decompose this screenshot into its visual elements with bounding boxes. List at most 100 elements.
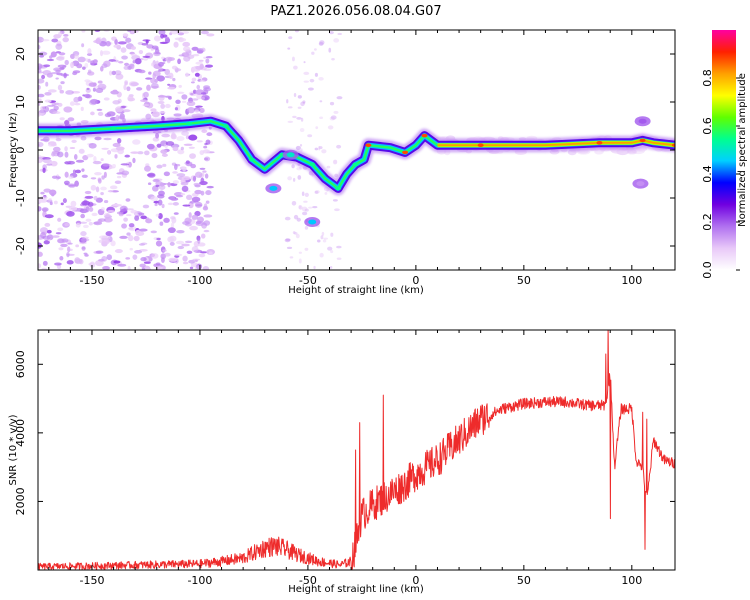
spectrogram-noise-speck: [79, 241, 87, 245]
spectrogram-noise-speck: [303, 61, 306, 64]
spectrogram-noise-speck: [168, 257, 178, 262]
spectrogram-noise-speck: [321, 149, 327, 154]
spectrogram-noise-speck: [70, 200, 77, 208]
spectrogram-hotspot: [421, 133, 428, 138]
spectrogram-noise-speck: [97, 80, 103, 84]
spectrogram-noise-speck: [185, 72, 189, 77]
spectrogram-hotspot: [248, 157, 255, 162]
spectrogram-noise-speck: [173, 212, 179, 215]
spectrogram-noise-speck: [314, 190, 319, 194]
spectrogram-y-tick-label: -20: [14, 237, 27, 255]
spectrogram-noise-speck: [330, 232, 334, 237]
spectrogram-noise-speck: [56, 176, 61, 180]
spectrogram-noise-speck: [38, 101, 41, 106]
spectrogram-noise-speck: [79, 221, 88, 224]
spectrogram-noise-speck: [38, 71, 44, 74]
spectrogram-noise-speck: [110, 240, 116, 247]
spectrogram-noise-speck: [52, 146, 61, 152]
snr-line: [38, 330, 675, 570]
spectrogram-noise-speck: [103, 213, 111, 218]
spectrogram-noise-speck: [291, 164, 295, 169]
spectrogram-noise-speck: [128, 223, 135, 228]
spectrogram-noise-speck: [114, 39, 118, 46]
spectrogram-noise-speck: [151, 253, 159, 259]
spectrogram-noise-speck: [60, 81, 65, 85]
spectrogram-noise-speck: [200, 233, 206, 239]
spectrogram-noise-speck: [38, 141, 44, 148]
spectrogram-y-tick-label: 20: [14, 47, 27, 61]
spectrogram-noise-speck: [150, 82, 159, 89]
spectrogram-noise-speck: [101, 147, 109, 150]
spectrogram-noise-speck: [78, 148, 85, 154]
spectrogram-noise-speck: [205, 139, 211, 145]
spectrogram-noise-speck: [159, 41, 169, 44]
spectrogram-noise-speck: [181, 243, 190, 247]
spectrogram-noise-speck: [81, 168, 85, 172]
snr-x-axis-title: Height of straight line (km): [288, 584, 424, 595]
spectrogram-noise-speck: [303, 71, 310, 75]
spectrogram-noise-speck: [194, 171, 203, 178]
spectrogram-noise-speck: [114, 154, 118, 159]
spectrogram-noise-speck: [155, 60, 159, 66]
spectrogram-ridge: [38, 114, 675, 196]
spectrogram-noise-speck: [40, 191, 45, 195]
spectrogram-x-tick-label: 0: [412, 274, 419, 287]
spectrogram-noise-speck: [284, 216, 291, 221]
spectrogram-noise-speck: [321, 231, 325, 236]
spectrogram-noise-speck: [189, 153, 196, 159]
spectrogram-noise-speck: [97, 178, 102, 184]
spectrogram-noise-speck: [322, 239, 327, 243]
colorbar: 0.0 0.2 0.4 0.6 0.8 Normalized spectral ampl…: [701, 30, 748, 279]
spectrogram-noise-speck: [329, 101, 335, 106]
spectrogram-noise-speck: [188, 202, 194, 209]
spectrogram-noise-speck: [329, 265, 333, 269]
spectrogram-noise-speck: [97, 111, 104, 117]
snr-frame: [37, 329, 676, 571]
snr-x-tick-label: -150: [79, 574, 104, 587]
spectrogram-noise-speck: [287, 120, 294, 124]
spectrogram-noise-speck: [170, 222, 175, 228]
spectrogram-noise-speck: [116, 175, 122, 179]
spectrogram-noise-speck: [49, 189, 57, 196]
spectrogram-noise-speck: [307, 134, 313, 138]
spectrogram-noise-speck: [128, 161, 132, 168]
spectrogram-noise-speck: [333, 110, 339, 114]
spectrogram-noise-speck: [132, 139, 141, 145]
spectrogram-noise-speck: [75, 169, 81, 174]
spectrogram-noise-speck: [286, 99, 289, 104]
spectrogram-noise-speck: [159, 221, 164, 226]
spectrogram-noise-speck: [42, 158, 52, 164]
spectrogram-noise-speck: [142, 204, 150, 209]
spectrogram-noise-speck: [180, 181, 189, 186]
spectrogram-noise-speck: [190, 92, 194, 96]
spectrogram-noise-speck: [51, 152, 56, 157]
spectrogram-noise-speck: [196, 84, 201, 90]
spectrogram-noise-speck: [135, 229, 142, 236]
spectrogram-x-tick-label: -150: [79, 274, 104, 287]
spectrogram-noise-speck: [44, 99, 52, 103]
spectrogram-noise-speck: [88, 221, 93, 226]
spectrogram-noise-speck: [75, 222, 81, 228]
spectrogram-noise-speck: [315, 126, 319, 130]
spectrogram-noise-speck: [64, 146, 68, 152]
spectrogram-noise-speck: [186, 250, 193, 254]
spectrogram-noise-speck: [143, 91, 149, 98]
spectrogram-noise-speck: [57, 238, 67, 244]
spectrogram-noise-speck: [176, 136, 185, 142]
spectrogram-noise-speck: [165, 141, 175, 146]
spectrogram-noise-speck: [73, 96, 80, 103]
spectrogram-noise-speck: [133, 30, 139, 33]
spectrogram-hotspot: [335, 186, 342, 191]
colorbar-ticks: 0.0 0.2 0.4 0.6 0.8: [701, 69, 740, 279]
spectrogram-noise-speck: [126, 86, 131, 92]
spectrogram-noise-speck: [43, 188, 52, 193]
spectrogram-noise-speck: [203, 229, 210, 233]
spectrogram-noise-speck: [167, 182, 171, 188]
spectrogram-noise-speck: [182, 166, 187, 172]
spectrogram-noise-speck: [324, 191, 328, 195]
spectrogram-noise-speck: [292, 115, 297, 119]
spectrogram-noise-speck: [101, 256, 108, 262]
spectrogram-noise-speck: [38, 263, 42, 269]
spectrogram-noise-speck: [172, 77, 176, 82]
spectrogram-noise-speck: [302, 211, 308, 216]
